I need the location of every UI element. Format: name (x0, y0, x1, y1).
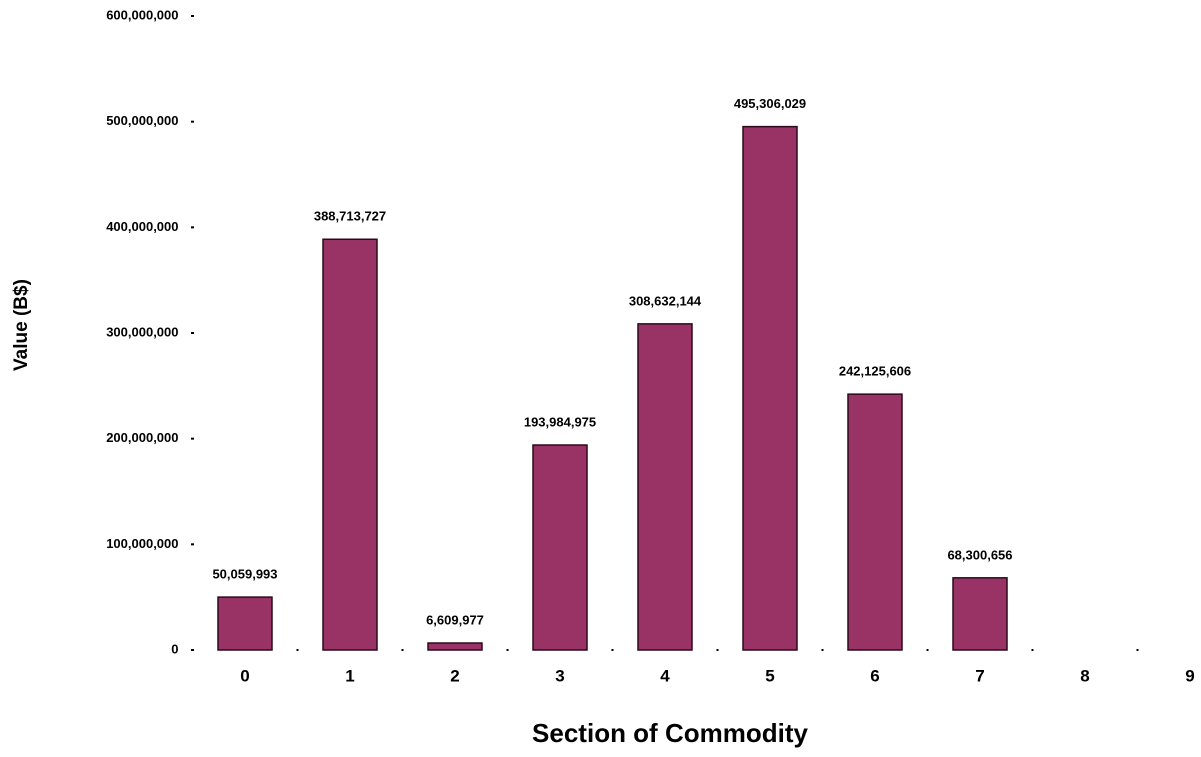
value-label: 242,125,606 (839, 364, 911, 379)
value-label: 6,609,977 (426, 612, 484, 627)
y-tick-label: 500,000,000 (106, 113, 178, 128)
x-tick-label: 7 (975, 666, 984, 685)
bar (217, 596, 273, 651)
y-tick-label: 100,000,000 (106, 536, 178, 551)
y-tick-label: 400,000,000 (106, 219, 178, 234)
y-axis-title: Value (B$) (11, 279, 32, 371)
bar (322, 238, 378, 651)
value-label: 68,300,656 (947, 547, 1012, 562)
y-tick-label: 300,000,000 (106, 324, 178, 339)
y-tick-label: 600,000,000 (106, 7, 178, 22)
x-tick-label: 0 (240, 666, 249, 685)
y-tick-label: 0 (171, 641, 178, 656)
x-tick-label: 2 (450, 666, 459, 685)
x-tick-label: 1 (345, 666, 354, 685)
x-tick-label: 6 (870, 666, 879, 685)
y-tick-label: 200,000,000 (106, 430, 178, 445)
value-label: 308,632,144 (629, 293, 702, 308)
x-tick-label: 5 (765, 666, 774, 685)
x-tick-label: 3 (555, 666, 564, 685)
bar (952, 577, 1008, 651)
bar (637, 323, 693, 651)
x-tick-label: 9 (1185, 666, 1194, 685)
bar (532, 444, 588, 651)
value-label: 388,713,727 (314, 209, 386, 224)
value-label: 50,059,993 (212, 567, 277, 582)
x-tick-label: 8 (1080, 666, 1089, 685)
bar (427, 642, 483, 651)
bar (847, 393, 903, 651)
value-label: 495,306,029 (734, 96, 806, 111)
bar (742, 125, 798, 651)
value-label: 193,984,975 (524, 414, 596, 429)
x-tick-label: 4 (660, 666, 670, 685)
x-axis-title: Section of Commodity (532, 718, 808, 748)
